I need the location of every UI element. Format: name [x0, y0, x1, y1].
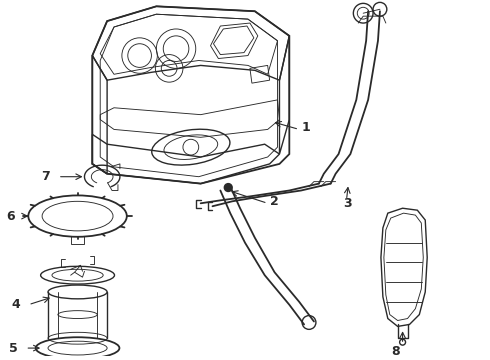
- Text: 3: 3: [343, 197, 352, 210]
- Circle shape: [224, 184, 232, 192]
- Text: 7: 7: [41, 170, 50, 183]
- Text: 4: 4: [12, 298, 20, 311]
- Text: 1: 1: [301, 121, 310, 134]
- Text: 8: 8: [392, 345, 400, 357]
- Text: 2: 2: [270, 195, 278, 208]
- Text: 5: 5: [9, 342, 17, 355]
- Text: 6: 6: [7, 210, 15, 222]
